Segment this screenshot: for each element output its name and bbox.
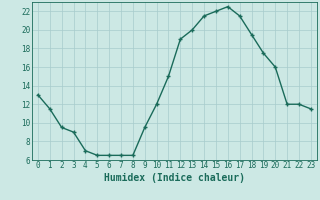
X-axis label: Humidex (Indice chaleur): Humidex (Indice chaleur) [104,173,245,183]
